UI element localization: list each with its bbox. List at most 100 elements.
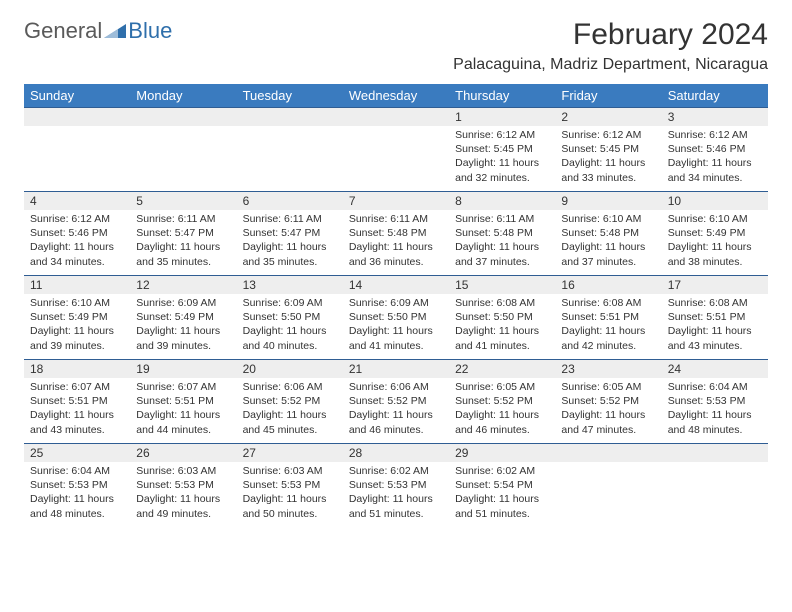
day-number: 18 (24, 359, 130, 378)
day-detail: Sunrise: 6:08 AMSunset: 5:50 PMDaylight:… (449, 294, 555, 357)
day-detail: Sunrise: 6:02 AMSunset: 5:54 PMDaylight:… (449, 462, 555, 525)
calendar-day-cell: 17Sunrise: 6:08 AMSunset: 5:51 PMDayligh… (662, 275, 768, 359)
calendar-day-cell: 28Sunrise: 6:02 AMSunset: 5:53 PMDayligh… (343, 443, 449, 527)
day-number: 10 (662, 191, 768, 210)
calendar-day-cell (343, 107, 449, 191)
day-detail: Sunrise: 6:11 AMSunset: 5:47 PMDaylight:… (237, 210, 343, 273)
calendar-day-cell: 3Sunrise: 6:12 AMSunset: 5:46 PMDaylight… (662, 107, 768, 191)
calendar-week-row: 1Sunrise: 6:12 AMSunset: 5:45 PMDaylight… (24, 107, 768, 191)
day-detail: Sunrise: 6:04 AMSunset: 5:53 PMDaylight:… (24, 462, 130, 525)
day-number: 22 (449, 359, 555, 378)
calendar-day-cell: 26Sunrise: 6:03 AMSunset: 5:53 PMDayligh… (130, 443, 236, 527)
day-number (237, 107, 343, 126)
day-number: 3 (662, 107, 768, 126)
day-detail: Sunrise: 6:07 AMSunset: 5:51 PMDaylight:… (24, 378, 130, 441)
brand-word-2: Blue (128, 18, 172, 44)
calendar-day-cell: 27Sunrise: 6:03 AMSunset: 5:53 PMDayligh… (237, 443, 343, 527)
day-detail: Sunrise: 6:12 AMSunset: 5:46 PMDaylight:… (24, 210, 130, 273)
calendar-day-cell: 2Sunrise: 6:12 AMSunset: 5:45 PMDaylight… (555, 107, 661, 191)
day-header-row: SundayMondayTuesdayWednesdayThursdayFrid… (24, 84, 768, 107)
calendar-day-cell: 19Sunrise: 6:07 AMSunset: 5:51 PMDayligh… (130, 359, 236, 443)
day-number: 25 (24, 443, 130, 462)
calendar-day-cell: 24Sunrise: 6:04 AMSunset: 5:53 PMDayligh… (662, 359, 768, 443)
calendar-body: 1Sunrise: 6:12 AMSunset: 5:45 PMDaylight… (24, 107, 768, 527)
day-detail (130, 126, 236, 132)
calendar-day-cell: 11Sunrise: 6:10 AMSunset: 5:49 PMDayligh… (24, 275, 130, 359)
calendar-day-cell: 18Sunrise: 6:07 AMSunset: 5:51 PMDayligh… (24, 359, 130, 443)
calendar-day-cell: 25Sunrise: 6:04 AMSunset: 5:53 PMDayligh… (24, 443, 130, 527)
day-number: 15 (449, 275, 555, 294)
calendar-page: General Blue February 2024 Palacaguina, … (0, 0, 792, 545)
day-number: 9 (555, 191, 661, 210)
title-block: February 2024 Palacaguina, Madriz Depart… (453, 18, 768, 74)
day-detail: Sunrise: 6:09 AMSunset: 5:50 PMDaylight:… (237, 294, 343, 357)
day-number (555, 443, 661, 462)
day-detail: Sunrise: 6:03 AMSunset: 5:53 PMDaylight:… (130, 462, 236, 525)
day-detail: Sunrise: 6:10 AMSunset: 5:49 PMDaylight:… (24, 294, 130, 357)
brand-triangle-icon (104, 18, 126, 44)
day-header: Tuesday (237, 84, 343, 107)
day-number: 29 (449, 443, 555, 462)
calendar-day-cell: 9Sunrise: 6:10 AMSunset: 5:48 PMDaylight… (555, 191, 661, 275)
brand-logo: General Blue (24, 18, 172, 44)
day-detail: Sunrise: 6:05 AMSunset: 5:52 PMDaylight:… (449, 378, 555, 441)
calendar-day-cell: 15Sunrise: 6:08 AMSunset: 5:50 PMDayligh… (449, 275, 555, 359)
day-detail: Sunrise: 6:09 AMSunset: 5:49 PMDaylight:… (130, 294, 236, 357)
calendar-day-cell: 5Sunrise: 6:11 AMSunset: 5:47 PMDaylight… (130, 191, 236, 275)
day-detail: Sunrise: 6:12 AMSunset: 5:45 PMDaylight:… (555, 126, 661, 189)
day-number: 5 (130, 191, 236, 210)
calendar-day-cell (130, 107, 236, 191)
calendar-day-cell (555, 443, 661, 527)
day-detail: Sunrise: 6:04 AMSunset: 5:53 PMDaylight:… (662, 378, 768, 441)
day-detail (555, 462, 661, 468)
day-number: 16 (555, 275, 661, 294)
day-number: 23 (555, 359, 661, 378)
day-number: 12 (130, 275, 236, 294)
calendar-week-row: 18Sunrise: 6:07 AMSunset: 5:51 PMDayligh… (24, 359, 768, 443)
day-detail: Sunrise: 6:12 AMSunset: 5:45 PMDaylight:… (449, 126, 555, 189)
calendar-day-cell (237, 107, 343, 191)
page-title: February 2024 (453, 18, 768, 52)
calendar-day-cell: 10Sunrise: 6:10 AMSunset: 5:49 PMDayligh… (662, 191, 768, 275)
day-number: 14 (343, 275, 449, 294)
calendar-day-cell: 14Sunrise: 6:09 AMSunset: 5:50 PMDayligh… (343, 275, 449, 359)
day-detail: Sunrise: 6:06 AMSunset: 5:52 PMDaylight:… (343, 378, 449, 441)
day-number (343, 107, 449, 126)
calendar-day-cell: 4Sunrise: 6:12 AMSunset: 5:46 PMDaylight… (24, 191, 130, 275)
calendar-table: SundayMondayTuesdayWednesdayThursdayFrid… (24, 84, 768, 527)
day-number (662, 443, 768, 462)
day-number: 24 (662, 359, 768, 378)
day-number: 2 (555, 107, 661, 126)
day-header: Friday (555, 84, 661, 107)
calendar-day-cell: 16Sunrise: 6:08 AMSunset: 5:51 PMDayligh… (555, 275, 661, 359)
calendar-day-cell: 6Sunrise: 6:11 AMSunset: 5:47 PMDaylight… (237, 191, 343, 275)
calendar-day-cell: 12Sunrise: 6:09 AMSunset: 5:49 PMDayligh… (130, 275, 236, 359)
calendar-day-cell: 8Sunrise: 6:11 AMSunset: 5:48 PMDaylight… (449, 191, 555, 275)
day-number: 26 (130, 443, 236, 462)
day-number (24, 107, 130, 126)
calendar-day-cell: 1Sunrise: 6:12 AMSunset: 5:45 PMDaylight… (449, 107, 555, 191)
day-detail: Sunrise: 6:07 AMSunset: 5:51 PMDaylight:… (130, 378, 236, 441)
day-header: Wednesday (343, 84, 449, 107)
day-detail: Sunrise: 6:11 AMSunset: 5:48 PMDaylight:… (449, 210, 555, 273)
day-detail: Sunrise: 6:10 AMSunset: 5:49 PMDaylight:… (662, 210, 768, 273)
header-row: General Blue February 2024 Palacaguina, … (24, 18, 768, 74)
day-detail: Sunrise: 6:10 AMSunset: 5:48 PMDaylight:… (555, 210, 661, 273)
calendar-day-cell: 23Sunrise: 6:05 AMSunset: 5:52 PMDayligh… (555, 359, 661, 443)
day-header: Thursday (449, 84, 555, 107)
day-number (130, 107, 236, 126)
brand-word-1: General (24, 18, 102, 44)
day-number: 11 (24, 275, 130, 294)
day-number: 17 (662, 275, 768, 294)
day-detail: Sunrise: 6:03 AMSunset: 5:53 PMDaylight:… (237, 462, 343, 525)
day-detail: Sunrise: 6:12 AMSunset: 5:46 PMDaylight:… (662, 126, 768, 189)
calendar-week-row: 11Sunrise: 6:10 AMSunset: 5:49 PMDayligh… (24, 275, 768, 359)
calendar-day-cell: 13Sunrise: 6:09 AMSunset: 5:50 PMDayligh… (237, 275, 343, 359)
day-detail: Sunrise: 6:05 AMSunset: 5:52 PMDaylight:… (555, 378, 661, 441)
calendar-day-cell (24, 107, 130, 191)
day-number: 7 (343, 191, 449, 210)
calendar-week-row: 25Sunrise: 6:04 AMSunset: 5:53 PMDayligh… (24, 443, 768, 527)
calendar-day-cell: 22Sunrise: 6:05 AMSunset: 5:52 PMDayligh… (449, 359, 555, 443)
day-detail (237, 126, 343, 132)
day-number: 8 (449, 191, 555, 210)
